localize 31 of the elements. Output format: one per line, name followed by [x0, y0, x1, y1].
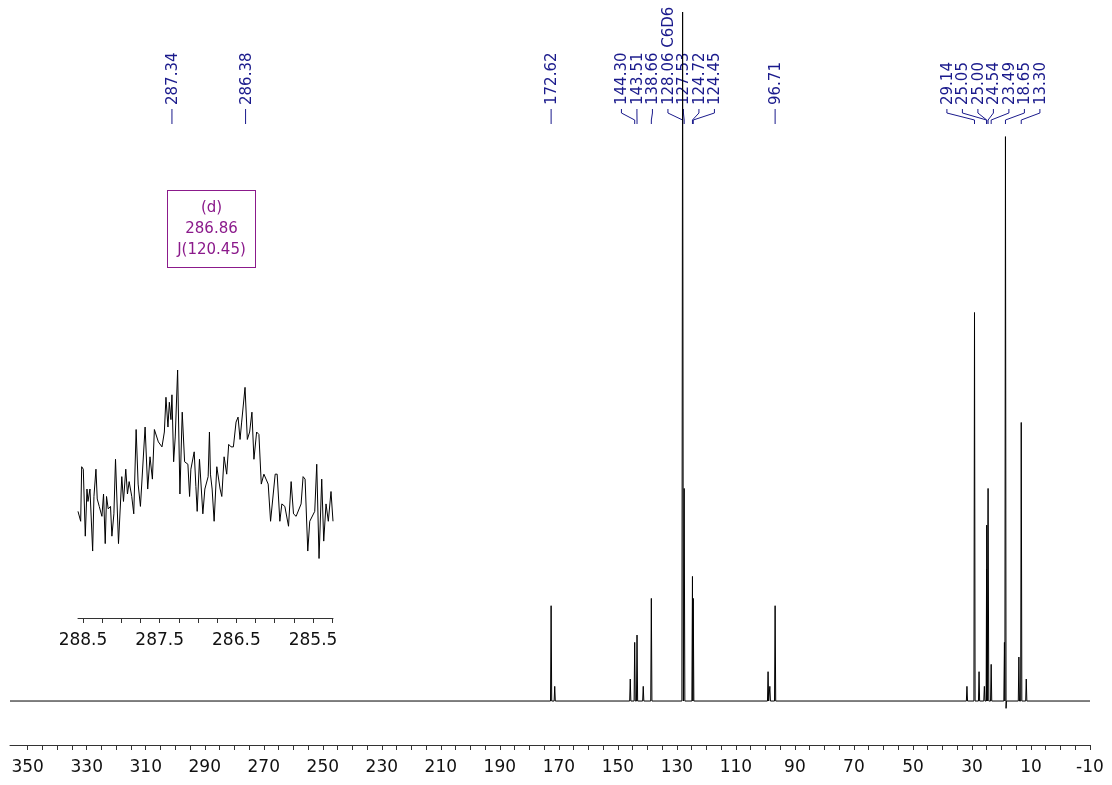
x-tick-label: 90 [784, 755, 806, 776]
x-tick-label: -10 [1076, 755, 1104, 776]
annotation: 29.14 [937, 62, 956, 105]
x-tick-label: 210 [424, 755, 458, 776]
x-tick-label: 286.5 [212, 628, 261, 649]
annotation: 124.72 [689, 52, 708, 105]
annotation: 287.34 [162, 52, 181, 105]
annotation: 286.38 [236, 52, 255, 105]
x-tick-label: 170 [542, 755, 576, 776]
x-tick-label: 30 [961, 755, 983, 776]
x-tick-label: 50 [902, 755, 924, 776]
x-tick-label: 288.5 [58, 628, 108, 649]
annotation: 96.71 [766, 62, 785, 105]
x-tick-label: 270 [247, 755, 280, 776]
x-tick-label: 310 [129, 755, 162, 776]
x-tick-label: 70 [843, 755, 865, 776]
x-tick-label: 230 [365, 755, 399, 776]
x-tick-label: 110 [719, 755, 753, 776]
x-tick-label: 350 [11, 755, 44, 776]
x-tick-label: 130 [660, 755, 694, 776]
x-tick-label: 150 [601, 755, 635, 776]
x-tick-label: 250 [306, 755, 340, 776]
annotation: (d) 286.86 J(120.45) [167, 190, 256, 268]
annotation: 172.62 [542, 52, 561, 105]
x-tick-label: 330 [70, 755, 103, 776]
x-tick-label: 190 [483, 755, 517, 776]
annotation: 124.45 [705, 52, 724, 105]
x-tick-label: 290 [188, 755, 221, 776]
x-tick-label: 10 [1020, 755, 1042, 776]
x-tick-label: 287.5 [135, 628, 185, 649]
x-tick-label: 285.5 [288, 628, 338, 649]
